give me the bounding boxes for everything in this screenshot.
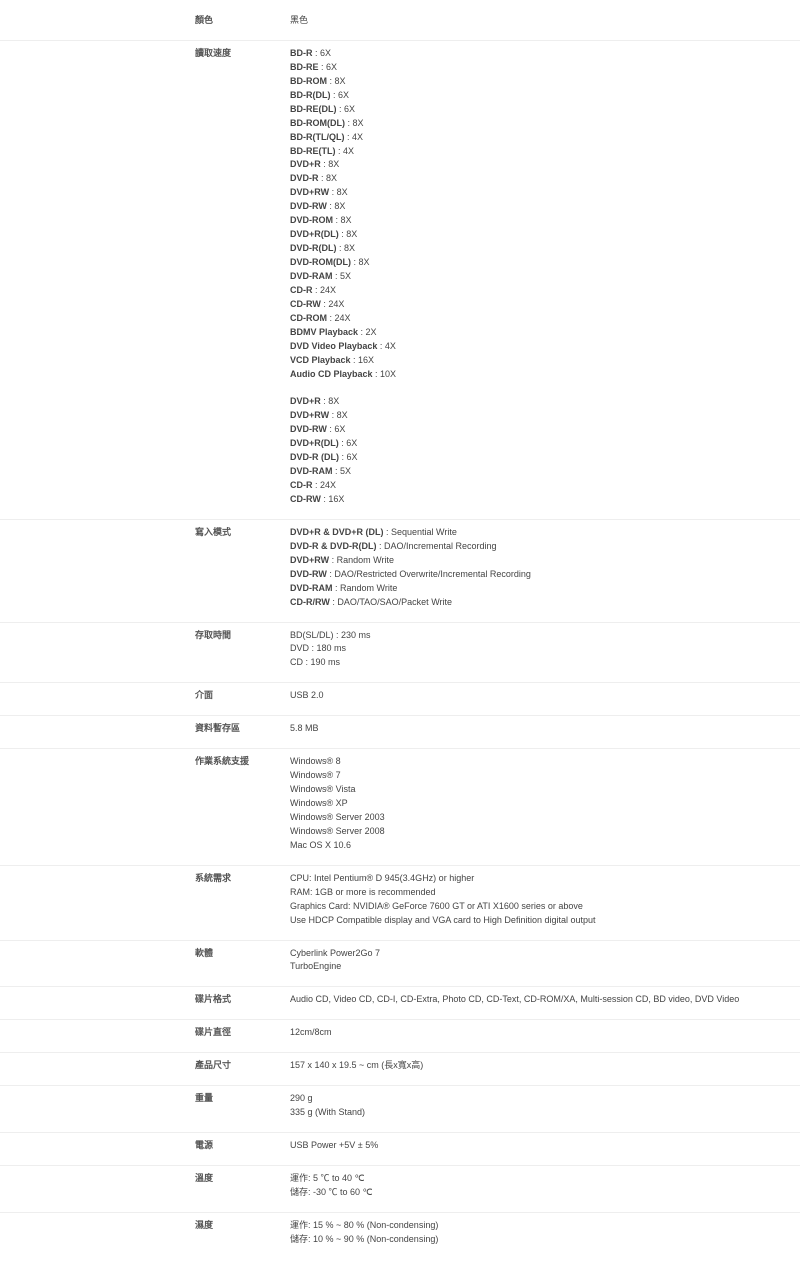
spec-value: 157 x 140 x 19.5 ~ cm (長x寬x高) (290, 1059, 800, 1073)
spec-value: 黑色 (290, 14, 800, 28)
spec-label: 濕度 (0, 1219, 290, 1247)
spec-value: USB Power +5V ± 5% (290, 1139, 800, 1153)
spec-label: 產品尺寸 (0, 1059, 290, 1073)
spec-label: 碟片格式 (0, 993, 290, 1007)
spec-value: USB 2.0 (290, 689, 800, 703)
spec-label: 系統需求 (0, 872, 290, 928)
spec-table: 顏色黑色讀取速度BD-R : 6XBD-RE : 6XBD-ROM : 8XBD… (0, 8, 800, 1259)
spec-value: Windows® 8Windows® 7Windows® VistaWindow… (290, 755, 800, 853)
spec-value: 290 g335 g (With Stand) (290, 1092, 800, 1120)
spec-value: Cyberlink Power2Go 7TurboEngine (290, 947, 800, 975)
spec-label: 電源 (0, 1139, 290, 1153)
spec-row: 讀取速度BD-R : 6XBD-RE : 6XBD-ROM : 8XBD-R(D… (0, 40, 800, 519)
spec-value: BD(SL/DL) : 230 msDVD : 180 msCD : 190 m… (290, 629, 800, 671)
spec-value: 5.8 MB (290, 722, 800, 736)
spec-label: 碟片直徑 (0, 1026, 290, 1040)
spec-value: CPU: Intel Pentium® D 945(3.4GHz) or hig… (290, 872, 800, 928)
spec-row: 存取時間BD(SL/DL) : 230 msDVD : 180 msCD : 1… (0, 622, 800, 683)
spec-value: 運作: 5 ℃ to 40 ℃儲存: -30 ℃ to 60 ℃ (290, 1172, 800, 1200)
spec-row: 重量290 g335 g (With Stand) (0, 1085, 800, 1132)
spec-label: 顏色 (0, 14, 290, 28)
spec-row: 濕度運作: 15 % ~ 80 % (Non-condensing)儲存: 10… (0, 1212, 800, 1259)
spec-row: 溫度運作: 5 ℃ to 40 ℃儲存: -30 ℃ to 60 ℃ (0, 1165, 800, 1212)
spec-label: 寫入模式 (0, 526, 290, 610)
spec-value: DVD+R & DVD+R (DL) : Sequential WriteDVD… (290, 526, 800, 610)
spec-row: 資料暫存區5.8 MB (0, 715, 800, 748)
spec-value: BD-R : 6XBD-RE : 6XBD-ROM : 8XBD-R(DL) :… (290, 47, 800, 507)
spec-row: 碟片格式Audio CD, Video CD, CD-I, CD-Extra, … (0, 986, 800, 1019)
spec-label: 重量 (0, 1092, 290, 1120)
spec-row: 軟體Cyberlink Power2Go 7TurboEngine (0, 940, 800, 987)
spec-row: 介面USB 2.0 (0, 682, 800, 715)
spec-label: 溫度 (0, 1172, 290, 1200)
spec-value: Audio CD, Video CD, CD-I, CD-Extra, Phot… (290, 993, 800, 1007)
spec-row: 電源USB Power +5V ± 5% (0, 1132, 800, 1165)
spec-value: 運作: 15 % ~ 80 % (Non-condensing)儲存: 10 %… (290, 1219, 800, 1247)
spec-row: 系統需求CPU: Intel Pentium® D 945(3.4GHz) or… (0, 865, 800, 940)
spec-label: 軟體 (0, 947, 290, 975)
spec-row: 碟片直徑12cm/8cm (0, 1019, 800, 1052)
spec-row: 產品尺寸157 x 140 x 19.5 ~ cm (長x寬x高) (0, 1052, 800, 1085)
spec-row: 作業系統支援Windows® 8Windows® 7Windows® Vista… (0, 748, 800, 865)
spec-label: 資料暫存區 (0, 722, 290, 736)
spec-row: 顏色黑色 (0, 8, 800, 40)
spec-label: 讀取速度 (0, 47, 290, 507)
spec-label: 作業系統支援 (0, 755, 290, 853)
spec-label: 存取時間 (0, 629, 290, 671)
spec-label: 介面 (0, 689, 290, 703)
spec-value: 12cm/8cm (290, 1026, 800, 1040)
spec-row: 寫入模式DVD+R & DVD+R (DL) : Sequential Writ… (0, 519, 800, 622)
